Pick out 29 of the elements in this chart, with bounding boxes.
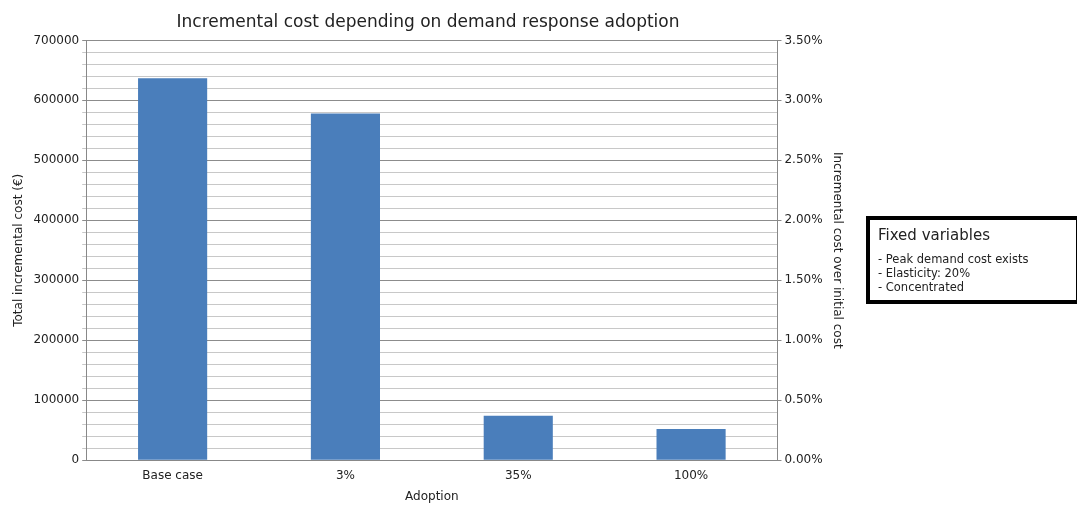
y2-tick-label: 2.00% — [784, 212, 823, 227]
y2-tick-label: 3.00% — [784, 92, 823, 107]
y2-axis-title: Incremental cost over initial cost — [830, 151, 845, 349]
y-tick-label: 400000 — [33, 212, 80, 227]
y2-tick-label: 1.00% — [784, 332, 823, 347]
y-tick-label: 300000 — [33, 272, 80, 287]
y-tick-label: 0 — [71, 452, 80, 467]
x-tick-label: Base case — [142, 467, 203, 482]
y-axis-title: Total incremental cost (€) — [11, 173, 26, 328]
bar — [483, 415, 553, 460]
y2-tick-label: 1.50% — [784, 272, 823, 287]
bar — [310, 113, 380, 460]
y2-tick-label: 3.50% — [784, 32, 823, 47]
bar — [656, 429, 726, 460]
x-tick-label: 3% — [335, 467, 355, 482]
y-tick-label: 500000 — [33, 152, 80, 167]
note-box: Fixed variables - Peak demand cost exists - Elasticity: 20% - Concentrated — [866, 216, 1077, 304]
chart-title: Incremental cost depending on demand response adoption — [176, 10, 680, 31]
bar — [138, 78, 208, 460]
y2-tick-label: 0.00% — [784, 452, 823, 467]
y-tick-label: 100000 — [33, 392, 80, 407]
x-tick-label: 35% — [504, 467, 532, 482]
y2-tick-label: 2.50% — [784, 152, 823, 167]
y-tick-label: 600000 — [33, 92, 80, 107]
y-tick-label: 200000 — [33, 332, 80, 347]
x-tick-label: 100% — [673, 467, 709, 482]
y2-tick-label: 0.50% — [784, 392, 823, 407]
y-tick-label: 700000 — [33, 32, 80, 47]
x-axis-title: Adoption — [405, 488, 459, 503]
